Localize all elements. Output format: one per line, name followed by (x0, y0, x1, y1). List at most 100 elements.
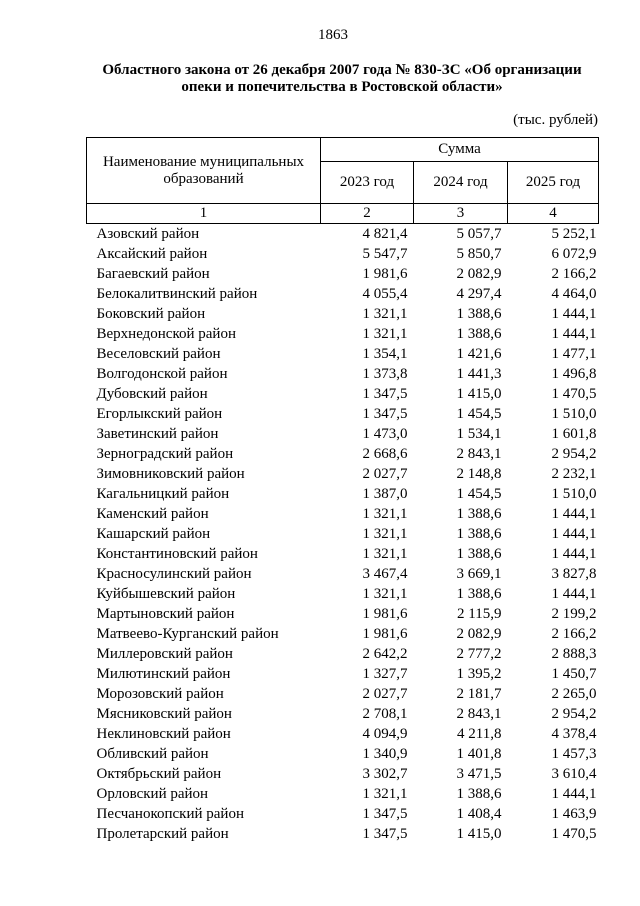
municipality-name: Орловский район (96, 786, 209, 802)
value-2025: 1 601,8 (551, 426, 597, 442)
value-2024: 2 082,9 (456, 266, 502, 282)
value-2025: 1 444,1 (551, 526, 597, 542)
municipality-name: Пролетарский район (96, 826, 229, 842)
value-2025: 1 457,3 (551, 746, 597, 762)
value-2025: 2 954,2 (551, 446, 597, 462)
municipality-name: Неклиновский район (96, 726, 231, 742)
units-note: (тыс. рублей) (513, 112, 598, 128)
value-2025: 1 463,9 (551, 806, 597, 822)
value-2023: 1 981,6 (362, 606, 408, 622)
column-header-year-2024: 2024 год (413, 161, 508, 204)
value-2024: 1 388,6 (456, 586, 502, 602)
value-2025: 1 444,1 (551, 586, 597, 602)
municipality-name: Боковский район (96, 306, 206, 322)
value-2025: 1 444,1 (551, 326, 597, 342)
table-row: Багаевский район 1 981,6 2 082,9 2 166,2 (87, 264, 599, 284)
column-header-municipality: Наименование муниципальных образований (86, 137, 321, 204)
value-2025: 5 252,1 (551, 226, 597, 242)
municipality-name: Егорлыкский район (96, 406, 223, 422)
value-2024: 1 421,6 (456, 346, 502, 362)
value-2023: 2 642,2 (362, 646, 408, 662)
value-2023: 1 981,6 (362, 626, 408, 642)
municipality-name: Матвеево-Курганский район (96, 626, 279, 642)
value-2025: 2 954,2 (551, 706, 597, 722)
value-2023: 1 347,5 (362, 406, 408, 422)
value-2023: 1 321,1 (362, 506, 408, 522)
municipality-name: Мясниковский район (96, 706, 232, 722)
value-2023: 1 321,1 (362, 786, 408, 802)
value-2024: 2 148,8 (456, 466, 502, 482)
value-2024: 2 115,9 (457, 606, 502, 622)
table-row: Пролетарский район 1 347,5 1 415,0 1 470… (87, 824, 599, 844)
value-2023: 1 327,7 (362, 666, 408, 682)
value-2025: 2 166,2 (551, 266, 597, 282)
municipality-name: Мартыновский район (96, 606, 235, 622)
table-row: Красносулинский район 3 467,4 3 669,1 3 … (87, 564, 599, 584)
municipality-name: Константиновский район (96, 546, 258, 562)
table-row: Зерноградский район 2 668,6 2 843,1 2 95… (87, 444, 599, 464)
table-row: Мартыновский район 1 981,6 2 115,9 2 199… (87, 604, 599, 624)
table-row: Матвеево-Курганский район 1 981,6 2 082,… (87, 624, 599, 644)
value-2023: 4 055,4 (362, 286, 408, 302)
municipality-name: Дубовский район (96, 386, 208, 402)
municipality-name: Красносулинский район (96, 566, 252, 582)
value-2023: 1 473,0 (362, 426, 408, 442)
document-title: Областного закона от 26 декабря 2007 год… (86, 62, 598, 96)
table-row: Миллеровский район 2 642,2 2 777,2 2 888… (87, 644, 599, 664)
column-header-year-2025: 2025 год (506, 161, 600, 204)
table-row: Кашарский район 1 321,1 1 388,6 1 444,1 (87, 524, 599, 544)
municipality-name: Волгодонской район (96, 366, 228, 382)
municipality-name: Багаевский район (96, 266, 210, 282)
municipality-name: Обливский район (96, 746, 209, 762)
value-2023: 1 373,8 (362, 366, 408, 382)
value-2023: 1 981,6 (362, 266, 408, 282)
value-2024: 1 415,0 (456, 826, 502, 842)
value-2025: 2 199,2 (551, 606, 597, 622)
value-2024: 1 395,2 (456, 666, 502, 682)
table-row: Орловский район 1 321,1 1 388,6 1 444,1 (87, 784, 599, 804)
municipality-name: Куйбышевский район (96, 586, 236, 602)
value-2024: 1 534,1 (456, 426, 502, 442)
value-2023: 1 321,1 (362, 546, 408, 562)
value-2025: 2 166,2 (551, 626, 597, 642)
table-row: Заветинский район 1 473,0 1 534,1 1 601,… (87, 424, 599, 444)
value-2024: 1 408,4 (456, 806, 502, 822)
document-title-line-2: опеки и попечительства в Ростовской обла… (181, 79, 503, 95)
value-2023: 5 547,7 (362, 246, 408, 262)
table-row: Октябрьский район 3 302,7 3 471,5 3 610,… (87, 764, 599, 784)
value-2023: 1 387,0 (362, 486, 408, 502)
value-2023: 1 321,1 (362, 526, 408, 542)
value-2023: 2 708,1 (362, 706, 408, 722)
value-2024: 1 441,3 (456, 366, 502, 382)
value-2025: 1 510,0 (551, 486, 597, 502)
table-row: Кагальницкий район 1 387,0 1 454,5 1 510… (87, 484, 599, 504)
table-row: Каменский район 1 321,1 1 388,6 1 444,1 (87, 504, 599, 524)
value-2024: 1 454,5 (456, 406, 502, 422)
value-2024: 4 297,4 (456, 286, 502, 302)
value-2024: 5 850,7 (456, 246, 502, 262)
table-row: Зимовниковский район 2 027,7 2 148,8 2 2… (87, 464, 599, 484)
value-2023: 1 354,1 (362, 346, 408, 362)
municipality-name: Зимовниковский район (96, 466, 245, 482)
municipality-name: Кагальницкий район (96, 486, 230, 502)
municipality-name: Октябрьский район (96, 766, 222, 782)
allocation-table: Наименование муниципальных образований С… (86, 137, 600, 844)
table-row: Морозовский район 2 027,7 2 181,7 2 265,… (87, 684, 599, 704)
table-row: Неклиновский район 4 094,9 4 211,8 4 378… (87, 724, 599, 744)
table-row: Волгодонской район 1 373,8 1 441,3 1 496… (87, 364, 599, 384)
document-title-line-1: Областного закона от 26 декабря 2007 год… (102, 62, 582, 78)
table-row: Белокалитвинский район 4 055,4 4 297,4 4… (87, 284, 599, 304)
value-2024: 4 211,8 (457, 726, 502, 742)
column-number-4: 4 (506, 203, 600, 224)
municipality-name: Песчанокопский район (96, 806, 244, 822)
value-2025: 1 510,0 (551, 406, 597, 422)
value-2025: 6 072,9 (551, 246, 597, 262)
table-row: Мясниковский район 2 708,1 2 843,1 2 954… (87, 704, 599, 724)
value-2025: 1 496,8 (551, 366, 597, 382)
table-row: Азовский район 4 821,4 5 057,7 5 252,1 (87, 224, 599, 245)
value-2025: 2 232,1 (551, 466, 597, 482)
table-row: Песчанокопский район 1 347,5 1 408,4 1 4… (87, 804, 599, 824)
value-2024: 1 388,6 (456, 326, 502, 342)
table-row: Егорлыкский район 1 347,5 1 454,5 1 510,… (87, 404, 599, 424)
